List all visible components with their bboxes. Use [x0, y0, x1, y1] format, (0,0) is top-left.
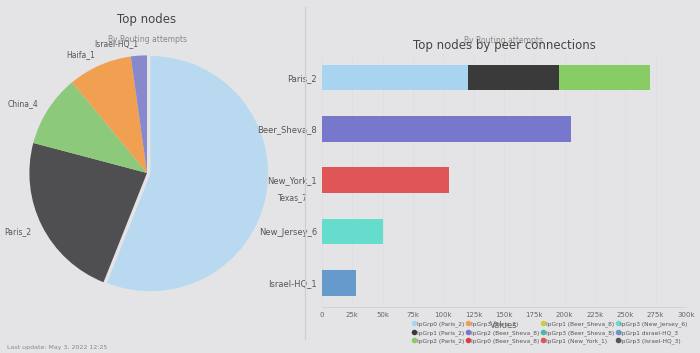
Bar [322, 167, 449, 193]
Title: Top nodes by peer connections: Top nodes by peer connections [412, 39, 596, 52]
Text: Texas_7: Texas_7 [277, 193, 307, 203]
Bar [322, 219, 383, 244]
Wedge shape [29, 143, 147, 282]
Wedge shape [34, 82, 147, 173]
Bar [559, 65, 650, 90]
Legend: IpGrp0 (Paris_2), IpGrp1 (Paris_2), IpGrp2 (Paris_2), IpGrp3 (Paris_2), IpGrp2 (: IpGrp0 (Paris_2), IpGrp1 (Paris_2), IpGr… [411, 319, 690, 347]
Bar [322, 65, 468, 90]
Text: Israel-HQ_1: Israel-HQ_1 [94, 40, 138, 48]
Text: China_4: China_4 [7, 99, 38, 108]
Bar [468, 65, 559, 90]
Wedge shape [131, 55, 147, 173]
Text: Paris_2: Paris_2 [4, 227, 32, 236]
Wedge shape [107, 56, 268, 291]
Text: By Routing attempts: By Routing attempts [108, 35, 186, 44]
Text: Haifa_1: Haifa_1 [66, 50, 95, 59]
Bar [322, 270, 356, 295]
Title: Top nodes: Top nodes [118, 13, 176, 26]
X-axis label: Values: Values [490, 321, 518, 330]
Bar [322, 116, 570, 142]
Text: By Routing attempts: By Routing attempts [465, 36, 543, 45]
Text: Last update: May 3, 2022 12:25: Last update: May 3, 2022 12:25 [7, 346, 107, 351]
Wedge shape [72, 56, 147, 173]
